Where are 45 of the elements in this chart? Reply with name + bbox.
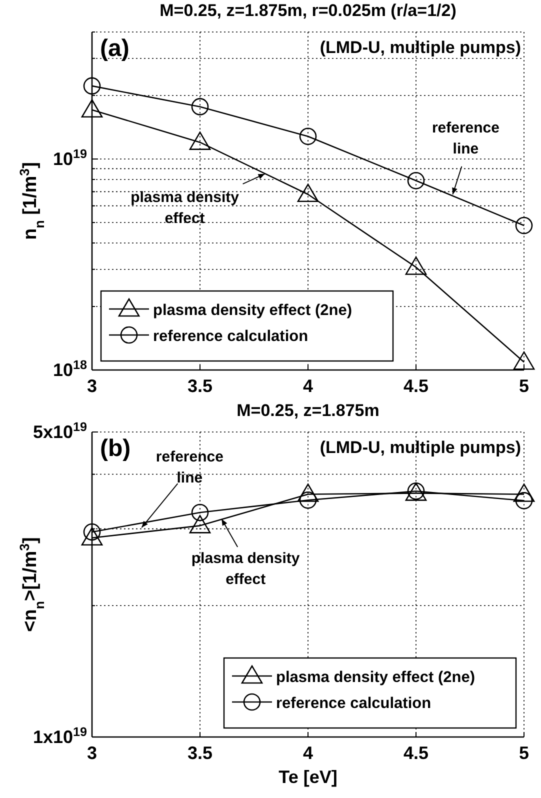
point xyxy=(83,77,101,95)
point xyxy=(405,256,427,275)
legend-label: plasma density effect (2ne) xyxy=(153,302,352,319)
legend-label: plasma density effect (2ne) xyxy=(276,669,475,686)
point xyxy=(189,132,211,150)
annotation: reference line xyxy=(156,448,224,487)
annotation: reference line xyxy=(432,119,500,158)
annotation: plasma density effect xyxy=(191,550,300,588)
x-tick-label: 4 xyxy=(302,743,314,763)
annotation: (a) xyxy=(100,35,130,62)
point xyxy=(299,128,317,146)
point xyxy=(83,523,101,541)
x-tick-label: 5 xyxy=(518,743,530,763)
point xyxy=(81,99,103,118)
y-tick-label: 5x10$^{19}$ xyxy=(32,420,87,442)
x-tick-label: 3.5 xyxy=(187,376,213,396)
point xyxy=(81,527,103,546)
x-tick-label: 3.5 xyxy=(187,743,213,763)
x-tick-label: 5 xyxy=(518,376,530,396)
chart-subtitle: (LMD-U, multiple pumps) xyxy=(320,38,521,57)
x-tick-label: 4.5 xyxy=(403,743,429,763)
chart-title: M=0.25, z=1.875m xyxy=(236,401,380,420)
y-tick-label: 10$^{19}$ xyxy=(52,147,87,170)
point xyxy=(297,484,319,502)
point xyxy=(191,98,209,116)
point xyxy=(189,515,211,534)
chart-subtitle: (LMD-U, multiple pumps) xyxy=(320,438,521,457)
point xyxy=(513,351,535,370)
x-tick-label: 3 xyxy=(86,376,98,396)
y-tick-label: 1x10$^{19}$ xyxy=(32,725,87,747)
point xyxy=(297,184,319,202)
annotation: (b) xyxy=(100,435,131,462)
x-tick-label: 4.5 xyxy=(403,376,429,396)
legend-label: reference calculation xyxy=(153,328,308,345)
annotation: plasma density effect xyxy=(130,188,240,227)
point xyxy=(515,216,533,234)
point xyxy=(513,484,535,502)
x-axis-title: Te [eV] xyxy=(278,767,338,787)
y-tick-label: 10$^{18}$ xyxy=(52,358,87,380)
chart-title: M=0.25, z=1.875m, r=0.025m (r/a=1/2) xyxy=(160,1,456,20)
point xyxy=(191,504,209,522)
x-tick-label: 3 xyxy=(86,743,98,763)
x-tick-label: 4 xyxy=(302,376,314,396)
legend-label: reference calculation xyxy=(276,695,432,712)
point xyxy=(407,172,425,190)
